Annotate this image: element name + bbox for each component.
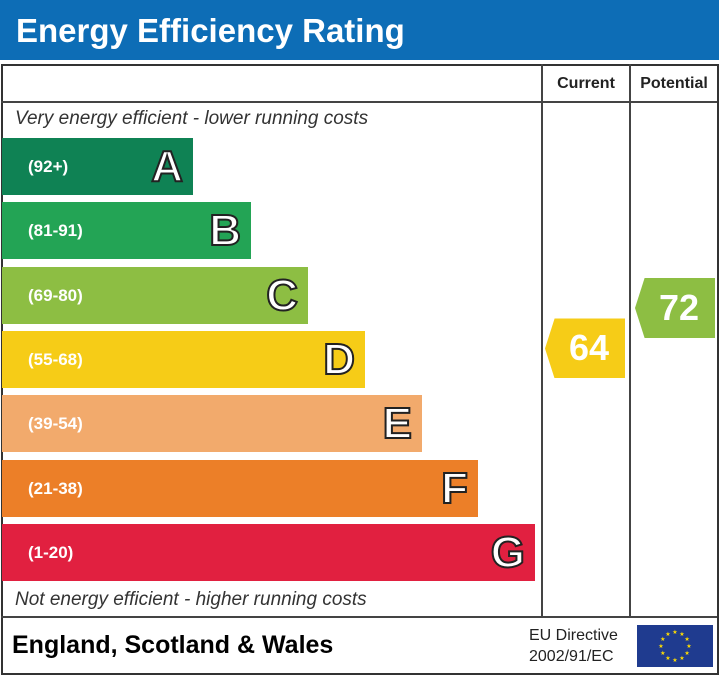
band-letter: B [208,205,242,256]
rating-bar-e: (39-54) E [2,395,422,453]
rating-bar-c: (69-80) C [2,266,308,324]
star-icon: ★ [679,655,684,662]
rating-bar-f: (21-38) F [2,459,478,517]
band-range: (69-80) [28,285,83,305]
potential-rating-arrow: 72 [635,278,715,339]
bottom-note: Not energy efficient - higher running co… [15,589,367,610]
band-range: (55-68) [28,349,83,369]
band-range: (21-38) [28,478,83,498]
rating-bar-g: (1-20) G [2,523,535,581]
band-range: (39-54) [28,414,83,434]
chart-title: Energy Efficiency Rating [0,0,719,60]
star-icon: ★ [660,650,665,657]
star-icon: ★ [686,643,691,650]
rating-bar-b: (81-91) B [2,202,251,260]
rating-bar-a: (92+) A [2,138,193,195]
band-letter: E [382,398,413,449]
band-range: (92+) [28,157,69,176]
band-letter: F [440,463,469,514]
column-divider [541,64,543,617]
band-range: (1-20) [28,542,74,562]
column-divider [629,64,631,617]
star-icon: ★ [684,636,689,643]
footer-divider [1,616,717,618]
rating-bar-d: (55-68) D [2,330,365,388]
current-rating-arrow: 64 [545,318,625,379]
star-icon: ★ [658,643,663,650]
star-icon: ★ [665,655,670,662]
star-icon: ★ [684,650,689,657]
band-letter: C [265,270,299,321]
band-letter: A [150,141,184,192]
star-icon: ★ [672,657,677,664]
region-label: England, Scotland & Wales [12,631,334,659]
eu-directive-label: EU Directive [529,627,618,644]
top-note: Very energy efficient - lower running co… [15,108,369,129]
band-letter: D [322,334,356,385]
column-header-current: Current [557,75,615,92]
eu-directive-number: 2002/91/EC [529,648,614,665]
band-range: (81-91) [28,221,83,241]
star-icon: ★ [660,636,665,643]
eu-flag-icon: ★★★★★★★★★ ★ ★★ [637,625,713,667]
star-icon: ★ [672,629,677,636]
star-icon: ★ [665,631,670,638]
header-divider [1,101,717,103]
column-header-potential: Potential [640,75,708,92]
band-letter: G [490,527,526,578]
star-icon: ★ [679,631,684,638]
